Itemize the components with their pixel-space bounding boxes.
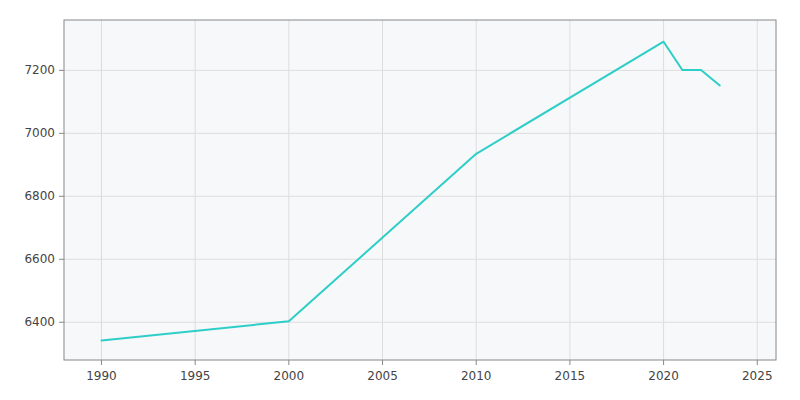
x-tick-label: 1990	[86, 369, 117, 383]
plot-background	[64, 20, 776, 360]
x-tick	[757, 360, 758, 365]
page: {"chart_data": {"type": "line", "x": [19…	[0, 0, 800, 400]
grid	[64, 20, 776, 360]
x-tick	[663, 360, 664, 365]
x-grid-line	[195, 20, 196, 360]
y-grid-line	[64, 133, 776, 134]
x-tick-label: 2005	[367, 369, 398, 383]
y-grid-line	[64, 259, 776, 260]
x-tick-label: 2010	[461, 369, 492, 383]
y-grid-line	[64, 322, 776, 323]
y-tick-label: 6600	[24, 252, 55, 266]
x-tick	[476, 360, 477, 365]
x-tick	[101, 360, 102, 365]
x-grid-line	[382, 20, 383, 360]
x-tick-label: 2020	[648, 369, 679, 383]
x-tick-label: 2025	[742, 369, 773, 383]
x-grid-line	[757, 20, 758, 360]
x-tick	[195, 360, 196, 365]
x-tick-label: 2000	[274, 369, 305, 383]
chart: 1990 1995 2000 2005 2010 2015 2020 2025 6400 6600…	[0, 0, 800, 400]
y-grid-line	[64, 70, 776, 71]
y-tick-label: 6400	[24, 315, 55, 329]
x-tick	[569, 360, 570, 365]
y-tick	[59, 133, 64, 134]
x-tick-label: 2015	[555, 369, 586, 383]
series-group	[101, 42, 719, 341]
y-tick	[59, 322, 64, 323]
x-grid-line	[663, 20, 664, 360]
x-tick	[288, 360, 289, 365]
x-grid-line	[101, 20, 102, 360]
x-tick	[382, 360, 383, 365]
y-tick	[59, 70, 64, 71]
y-tick	[59, 196, 64, 197]
x-grid-line	[476, 20, 477, 360]
y-tick-label: 7200	[24, 63, 55, 77]
x-grid-line	[288, 20, 289, 360]
y-tick-label: 7000	[24, 126, 55, 140]
x-tick-label: 1995	[180, 369, 211, 383]
plot-frame	[64, 20, 776, 360]
y-grid-line	[64, 196, 776, 197]
y-tick-label: 6800	[24, 189, 55, 203]
chart-container: 1990 1995 2000 2005 2010 2015 2020 2025 6400 6600…	[0, 0, 800, 400]
y-tick	[59, 259, 64, 260]
x-grid-line	[569, 20, 570, 360]
line	[101, 42, 719, 341]
